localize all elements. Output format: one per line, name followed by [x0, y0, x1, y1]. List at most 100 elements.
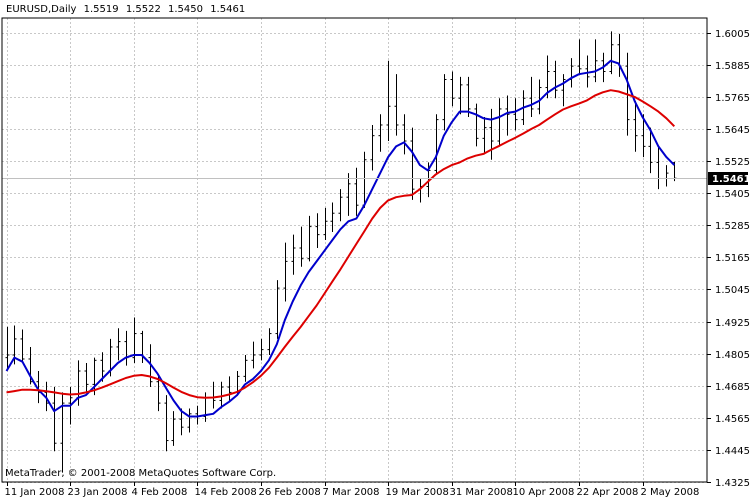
ohlc-bar — [227, 376, 232, 401]
ohlc-bar — [20, 329, 25, 362]
ohlc-bar — [370, 124, 375, 171]
ohlc-bar — [458, 76, 463, 115]
last-price-tag-box — [708, 172, 748, 185]
price-tick-label: 1.5045 — [715, 285, 750, 296]
price-tick-label: 1.6005 — [715, 29, 750, 40]
slow-ma-line — [6, 89, 676, 399]
ohlc-bar — [275, 280, 280, 339]
time-tick-label: 23 Jan 2008 — [68, 487, 128, 498]
ohlc-bar — [378, 114, 383, 152]
ohlc-bar — [52, 387, 57, 452]
ohlc-bar — [44, 381, 49, 412]
ohlc-bar — [187, 408, 192, 433]
ohlc-bar — [553, 60, 558, 99]
time-tick-label: 10 Apr 2008 — [513, 487, 575, 498]
ohlc-bar — [537, 79, 542, 115]
ohlc-bars — [5, 31, 677, 473]
ohlc-bar — [545, 55, 550, 99]
price-tick-label: 1.5645 — [715, 125, 750, 136]
ohlc-bar — [323, 207, 328, 240]
price-tick-label: 1.5405 — [715, 189, 750, 200]
ohlc-bar — [529, 76, 534, 117]
time-tick-label: 7 Mar 2008 — [323, 487, 380, 498]
fast-ma-line — [5, 59, 676, 418]
ohlc-bar — [84, 362, 89, 393]
ohlc-bar — [100, 352, 105, 382]
last-price-tag-label: 1.5461 — [712, 174, 750, 185]
ohlc-bar — [489, 108, 494, 160]
open-value: 1.5519 — [83, 4, 119, 15]
ohlc-bar — [259, 338, 264, 361]
ohlc-bar — [267, 328, 272, 355]
time-tick-label: 22 Apr 2008 — [577, 487, 639, 498]
price-tick-label: 1.4325 — [715, 478, 750, 489]
ohlc-bar — [505, 95, 510, 136]
ohlc-bar — [386, 60, 391, 142]
time-tick-label: 4 Feb 2008 — [132, 487, 188, 498]
price-tick-label: 1.4805 — [715, 350, 750, 361]
time-tick-label: 14 Feb 2008 — [195, 487, 257, 498]
ohlc-bar — [593, 39, 598, 83]
ohlc-bar — [156, 376, 161, 412]
high-value: 1.5522 — [125, 4, 161, 15]
ohlc-bar — [330, 202, 335, 232]
time-tick-label: 26 Feb 2008 — [259, 487, 321, 498]
price-tick-label: 1.4565 — [715, 414, 750, 425]
ohlc-bar — [283, 242, 288, 302]
ohlc-bar — [633, 100, 638, 152]
ohlc-bar — [577, 39, 582, 75]
price-tick-label: 1.4445 — [715, 446, 750, 457]
ohlc-bar — [164, 395, 169, 452]
ohlc-bar — [497, 98, 502, 147]
ohlc-bar — [299, 226, 304, 267]
price-tick-label: 1.4925 — [715, 318, 750, 329]
time-tick-label: 31 Mar 2008 — [450, 487, 513, 498]
ohlc-bar — [291, 234, 296, 275]
ohlc-bar — [442, 74, 447, 131]
ohlc-bar — [641, 114, 646, 158]
ohlc-bar — [609, 31, 614, 75]
ohlc-bar — [92, 357, 97, 396]
price-tick-label: 1.5525 — [715, 157, 750, 168]
time-axis[interactable]: 11 Jan 2008 23 Jan 2008 4 Feb 2008 14 Feb 2… — [5, 482, 700, 498]
ohlc-bar — [179, 408, 184, 436]
time-tick-label: 2 May 2008 — [641, 487, 700, 498]
ohlc-bar — [338, 189, 343, 222]
symbol-label: EURUSD,Daily — [6, 4, 77, 15]
ohlc-bar — [394, 74, 399, 136]
ohlc-bar — [171, 411, 176, 446]
last-price-tag: 1.5461 — [708, 172, 750, 185]
ohlc-bar — [450, 71, 455, 107]
ohlc-bar — [482, 116, 487, 155]
ohlc-bar — [474, 103, 479, 147]
ohlc-bar — [219, 381, 224, 409]
ohlc-bar — [116, 328, 121, 361]
ohlc-bar — [354, 167, 359, 216]
ohlc-bar — [346, 173, 351, 216]
ohlc-bar — [315, 213, 320, 248]
ohlc-bar — [307, 215, 312, 262]
ohlc-bar — [402, 114, 407, 155]
price-tick-label: 1.5885 — [715, 61, 750, 72]
price-tick-label: 1.5765 — [715, 93, 750, 104]
close-value: 1.5461 — [210, 4, 246, 15]
ohlc-bar — [561, 74, 566, 107]
ohlc-bar — [466, 76, 471, 117]
time-tick-label: 19 Mar 2008 — [386, 487, 449, 498]
ohlc-bar — [648, 127, 653, 174]
copyright-text: MetaTrader, © 2001-2008 MetaQuotes Softw… — [5, 468, 277, 479]
moving-averages — [5, 59, 676, 418]
chart-header: EURUSD,Daily 1.5519 1.5522 1.5450 1.5461 — [6, 4, 249, 15]
ohlc-bar — [434, 114, 439, 174]
ohlc-bar — [585, 55, 590, 88]
price-tick-label: 1.4685 — [715, 382, 750, 393]
price-axis[interactable]: 1.6005 1.5885 1.5765 1.5645 1.5525 1.5405 1.52… — [707, 29, 750, 489]
ohlc-bar — [5, 326, 10, 370]
price-tick-label: 1.5285 — [715, 221, 750, 232]
low-value: 1.5450 — [168, 4, 203, 15]
price-tick-label: 1.5165 — [715, 253, 750, 264]
ohlc-bar — [513, 98, 518, 131]
